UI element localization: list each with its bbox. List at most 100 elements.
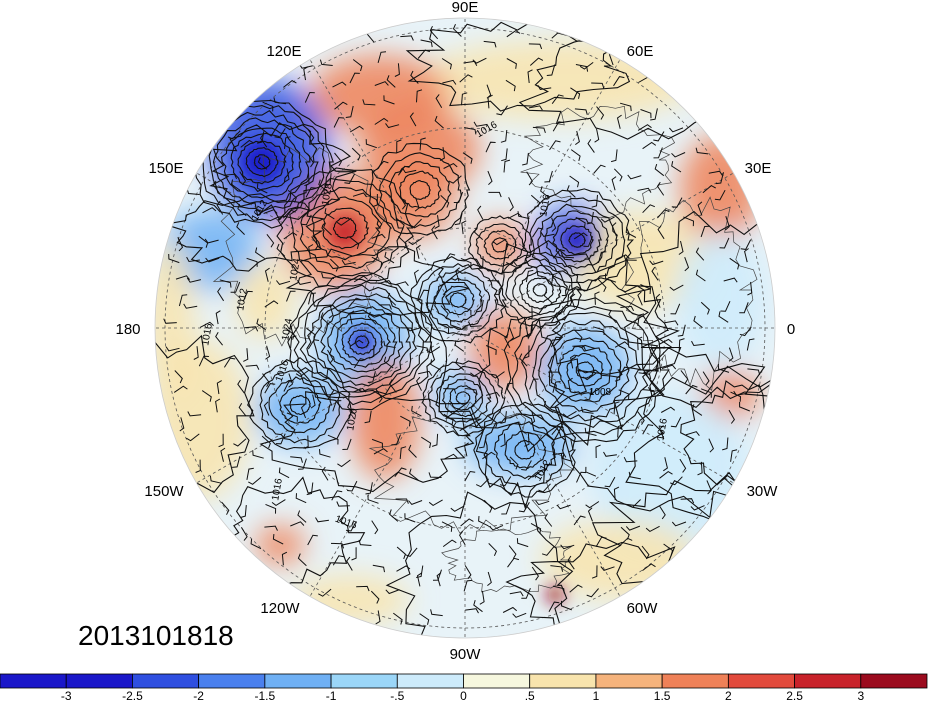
isobar bbox=[521, 311, 652, 429]
wind-barb bbox=[452, 24, 462, 37]
wind-barb bbox=[513, 261, 528, 267]
wind-barb bbox=[297, 458, 307, 470]
wind-barb bbox=[740, 239, 752, 250]
wind-barb bbox=[464, 470, 476, 482]
wind-barb bbox=[453, 191, 464, 203]
wind-barb bbox=[367, 371, 376, 383]
wind-barb bbox=[619, 537, 633, 547]
wind-barb bbox=[283, 231, 298, 240]
wind-barb bbox=[613, 486, 620, 501]
wind-barb bbox=[695, 269, 706, 282]
wind-barb bbox=[372, 193, 378, 208]
wind-barb bbox=[650, 108, 658, 121]
wind-barb bbox=[428, 472, 442, 478]
wind-barb bbox=[198, 355, 209, 367]
wind-barb bbox=[729, 257, 740, 270]
wind-barb bbox=[320, 312, 330, 325]
wind-barb bbox=[581, 406, 594, 414]
wind-barb bbox=[619, 102, 632, 112]
colorbar-tick-label: 2 bbox=[725, 689, 732, 702]
wind-barb bbox=[240, 526, 248, 541]
wind-barb bbox=[319, 59, 333, 66]
wind-barb bbox=[525, 269, 534, 283]
wind-barb bbox=[706, 480, 712, 495]
wind-barb bbox=[331, 490, 343, 501]
wind-barb bbox=[383, 340, 396, 349]
wind-barb bbox=[460, 518, 474, 527]
isobar bbox=[292, 278, 433, 406]
wind-barb bbox=[255, 247, 265, 259]
wind-barb bbox=[550, 565, 564, 572]
wind-barb bbox=[323, 222, 332, 236]
wind-barb bbox=[405, 547, 418, 557]
wind-barb bbox=[651, 266, 659, 281]
wind-barb bbox=[201, 390, 212, 402]
wind-barb bbox=[271, 499, 286, 507]
isobar bbox=[554, 347, 775, 519]
wind-barb bbox=[356, 585, 370, 592]
wind-barb bbox=[295, 369, 310, 378]
wind-barb bbox=[252, 450, 264, 459]
wind-barb bbox=[573, 329, 583, 343]
wind-barb bbox=[463, 442, 469, 457]
wind-barbs bbox=[163, 24, 761, 625]
wind-barb bbox=[399, 195, 407, 210]
wind-barb bbox=[739, 326, 752, 337]
wind-barb bbox=[653, 131, 665, 142]
wind-barb bbox=[352, 387, 367, 393]
isobar bbox=[522, 188, 635, 292]
isobar bbox=[493, 421, 556, 480]
wind-barb bbox=[600, 566, 615, 571]
isobar-label: 1016 bbox=[270, 477, 285, 501]
wind-barb bbox=[165, 346, 180, 352]
isobar bbox=[557, 344, 613, 395]
wind-barb bbox=[284, 168, 290, 183]
wind-barb bbox=[505, 79, 516, 92]
isobar bbox=[334, 317, 392, 368]
wind-barb bbox=[174, 370, 183, 384]
isobar bbox=[354, 335, 370, 349]
wind-barb bbox=[691, 340, 705, 347]
wind-barb bbox=[378, 280, 393, 285]
wind-barb bbox=[664, 320, 679, 326]
isobar bbox=[155, 334, 255, 499]
isobar-label: 1024 bbox=[280, 317, 295, 341]
wind-barb bbox=[221, 501, 230, 515]
wind-barb bbox=[618, 389, 630, 400]
wind-barb bbox=[697, 461, 703, 476]
lon-label-150e: 150E bbox=[148, 160, 183, 177]
lon-label-90w: 90W bbox=[450, 646, 482, 663]
wind-barb bbox=[215, 310, 221, 325]
wind-barb bbox=[458, 530, 466, 545]
wind-barb bbox=[272, 534, 284, 545]
wind-barb bbox=[463, 579, 473, 592]
wind-barb bbox=[680, 498, 695, 504]
wind-barb bbox=[728, 347, 734, 362]
wind-barb bbox=[528, 105, 543, 111]
colorbar-tick-label: -2.5 bbox=[122, 689, 143, 702]
wind-barb bbox=[416, 89, 423, 103]
wind-barb bbox=[527, 471, 541, 481]
wind-barb bbox=[399, 446, 407, 460]
wind-barb bbox=[593, 164, 606, 174]
isobar bbox=[532, 283, 548, 297]
coastline bbox=[620, 196, 758, 391]
wind-barb bbox=[642, 389, 656, 396]
wind-barb bbox=[487, 571, 492, 586]
wind-barb bbox=[219, 279, 232, 288]
isobar bbox=[475, 223, 526, 267]
wind-barb bbox=[540, 231, 555, 237]
wind-barb bbox=[300, 403, 307, 419]
wind-barb bbox=[488, 191, 502, 198]
wind-barb bbox=[349, 125, 364, 133]
colorbar-box bbox=[860, 673, 928, 689]
wind-barb bbox=[324, 208, 335, 220]
isobar bbox=[369, 142, 471, 236]
wind-barb bbox=[573, 232, 588, 240]
isobar bbox=[503, 297, 670, 443]
wind-barb bbox=[580, 346, 596, 352]
wind-barb bbox=[722, 437, 729, 451]
wind-barb bbox=[518, 353, 528, 367]
wind-barb bbox=[263, 401, 270, 416]
wind-barb bbox=[429, 25, 439, 40]
